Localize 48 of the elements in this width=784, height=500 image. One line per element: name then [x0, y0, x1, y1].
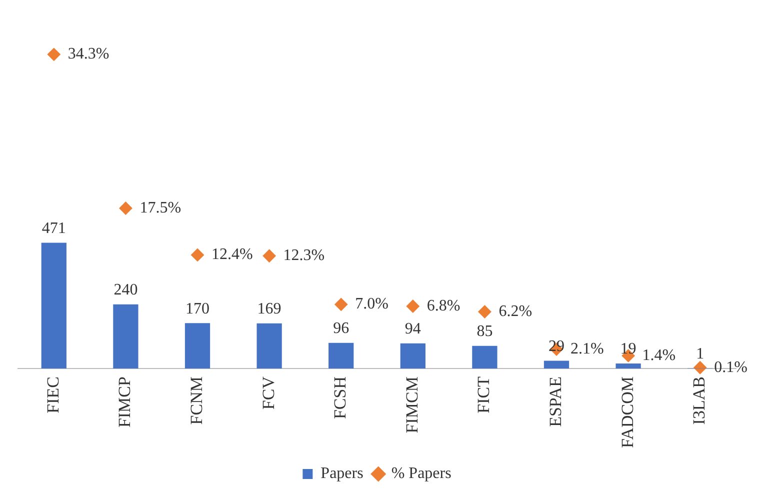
- data-label: 1: [696, 345, 704, 362]
- data-label: 7.0%: [355, 296, 388, 313]
- point: [119, 202, 132, 215]
- x-tick-label: FCSH: [330, 376, 350, 420]
- x-tick-label: FCV: [258, 376, 278, 410]
- data-label: 94: [404, 320, 421, 338]
- data-label: 96: [333, 320, 350, 338]
- data-label: 12.3%: [283, 247, 325, 264]
- data-label: 17.5%: [140, 199, 182, 216]
- bar: [328, 342, 354, 369]
- bar: [256, 323, 282, 369]
- data-label: 6.8%: [426, 297, 460, 314]
- data-label: 6.2%: [498, 302, 532, 320]
- x-tick-label: FICT: [474, 376, 494, 414]
- x-tick-label: FCNM: [186, 376, 206, 425]
- x-tick-label: FADCOM: [618, 376, 637, 448]
- data-label: 471: [42, 220, 66, 237]
- x-tick-label: FIMCM: [402, 376, 422, 434]
- bar: [616, 363, 641, 369]
- data-label: 19: [620, 340, 636, 358]
- x-tick-label: ESPAE: [546, 376, 565, 427]
- point: [478, 305, 492, 318]
- point: [334, 298, 348, 311]
- legend-label: % Papers: [391, 465, 452, 482]
- data-label: 1.4%: [642, 346, 676, 364]
- data-label: 34.3%: [68, 46, 110, 63]
- data-label: 170: [186, 300, 210, 318]
- bar: [184, 323, 210, 369]
- x-tick-label: FIMCP: [115, 376, 134, 428]
- data-label: 240: [114, 282, 138, 299]
- x-tick-label: I3LAB: [690, 376, 709, 425]
- data-label: 169: [257, 300, 282, 318]
- bar: [472, 346, 498, 369]
- bar: [41, 242, 66, 369]
- data-label: 2.1%: [570, 340, 604, 358]
- bar: [113, 304, 138, 369]
- data-label: 85: [476, 323, 493, 340]
- point: [47, 48, 60, 61]
- point: [262, 249, 276, 262]
- x-tick-label: FIEC: [43, 376, 62, 414]
- bar: [400, 343, 426, 369]
- data-label: 12.4%: [212, 246, 253, 264]
- point: [406, 300, 420, 313]
- bar: [544, 360, 570, 369]
- legend-label: Papers: [320, 465, 364, 482]
- data-label: 0.1%: [714, 358, 748, 376]
- point: [694, 361, 707, 374]
- point: [191, 248, 204, 262]
